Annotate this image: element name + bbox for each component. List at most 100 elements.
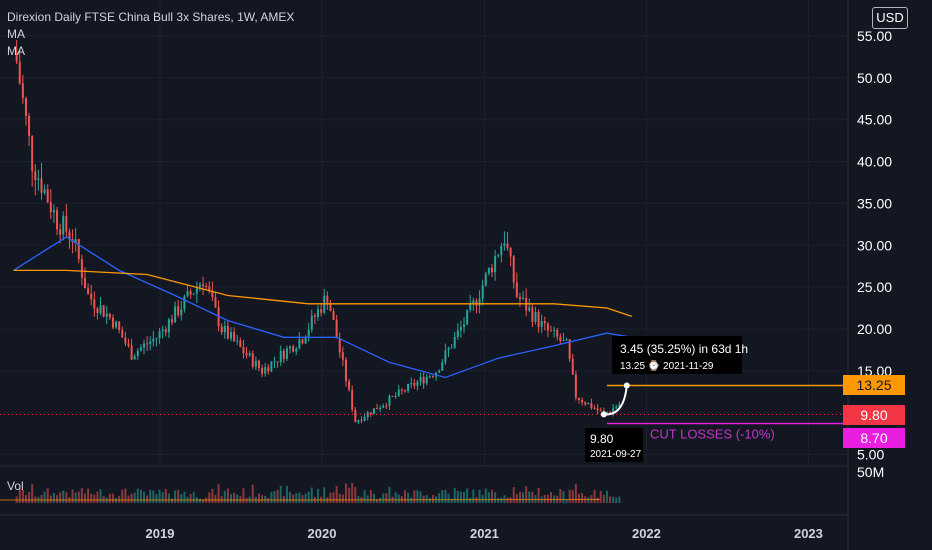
candle-body [121, 329, 124, 338]
candle-body [376, 408, 379, 410]
volume-bar [317, 488, 320, 503]
volume-bar [463, 492, 466, 503]
moving-average-line[interactable] [13, 236, 632, 379]
volume-bar [388, 486, 391, 503]
volume-tick-label: 50M [857, 464, 884, 480]
candle-body [571, 358, 574, 375]
volume-bar [264, 495, 267, 503]
candle-body [270, 361, 273, 372]
candle-body [599, 410, 602, 412]
volume-legend[interactable]: Vol [7, 479, 24, 493]
candle-body [391, 395, 394, 397]
volume-bar [99, 489, 102, 503]
volume-bar [80, 487, 83, 503]
candle-body [155, 338, 158, 340]
volume-bar [369, 489, 372, 503]
volume-bar [522, 492, 525, 503]
candle-body [37, 178, 40, 181]
candle-body [273, 361, 276, 363]
volume-bar [192, 492, 195, 503]
candle-body [310, 315, 313, 330]
volume-bar [223, 490, 226, 503]
candle-body [543, 321, 546, 324]
candle-body [466, 309, 469, 325]
candle-body [338, 338, 341, 353]
measure-start-point[interactable] [600, 411, 607, 418]
volume-bar [397, 494, 400, 503]
volume-bar [52, 493, 55, 503]
candle-body [149, 341, 152, 345]
measure-end-point[interactable] [623, 382, 630, 389]
measure-start-date: 2021-09-27 [590, 449, 642, 460]
candle-body [593, 407, 596, 409]
measure-start-box [585, 428, 643, 462]
candle-body [596, 408, 599, 411]
candle-body [500, 246, 503, 256]
candle-body [512, 256, 515, 283]
y-tick-label: 25.00 [857, 279, 892, 295]
candle-body [77, 239, 80, 260]
moving-average-line[interactable] [13, 269, 633, 318]
volume-bar [289, 492, 292, 503]
volume-bar [161, 492, 164, 503]
volume-bar [307, 491, 310, 503]
volume-bar [261, 495, 264, 503]
volume-bar [565, 499, 568, 503]
x-tick-label: 2019 [146, 526, 175, 541]
candle-body [320, 309, 323, 313]
volume-bar [121, 489, 124, 503]
volume-bar [416, 490, 419, 503]
volume-bar [170, 498, 173, 503]
volume-bar [407, 492, 410, 503]
volume-bar [295, 493, 298, 503]
ma-legend-1[interactable]: MA [7, 27, 25, 41]
candle-body [584, 402, 587, 405]
candle-body [205, 286, 208, 288]
candle-body [407, 383, 410, 392]
volume-bar [279, 485, 282, 503]
volume-bar [372, 493, 375, 503]
candle-body [326, 295, 329, 303]
candle-body [481, 285, 484, 299]
candle-body [230, 332, 233, 339]
candle-body [540, 321, 543, 328]
volume-bar [456, 490, 459, 503]
volume-bar [332, 492, 335, 503]
currency-button[interactable]: USD [872, 7, 908, 29]
volume-bar [444, 489, 447, 503]
volume-bar [568, 489, 571, 503]
volume-bar [376, 499, 379, 503]
volume-bar [413, 490, 416, 503]
volume-bar [56, 495, 59, 503]
volume-bar [87, 488, 90, 503]
candle-body [503, 243, 506, 247]
ma-legend-2[interactable]: MA [7, 44, 25, 58]
volume-bar [189, 493, 192, 503]
volume-bar [525, 486, 528, 503]
candle-body [537, 311, 540, 328]
candle-body [285, 348, 288, 359]
candle-body [344, 359, 347, 382]
volume-bar [497, 497, 500, 503]
y-tick-label: 45.00 [857, 112, 892, 128]
chart-title: Direxion Daily FTSE China Bull 3x Shares… [7, 10, 295, 24]
candle-body [143, 343, 146, 348]
volume-bar [612, 496, 615, 503]
volume-bar [605, 490, 608, 503]
candle-body [236, 340, 239, 342]
volume-bar [593, 489, 596, 503]
candle-body [46, 189, 49, 203]
candle-body [264, 367, 267, 374]
volume-bar [40, 494, 43, 503]
measure-arrow[interactable] [603, 385, 628, 416]
candle-body [425, 376, 428, 384]
volume-bar [236, 494, 239, 503]
candle-body [108, 313, 111, 318]
candle-body [463, 324, 466, 328]
candle-body [261, 368, 264, 374]
candle-body [444, 350, 447, 363]
volume-bar [49, 495, 52, 503]
volume-bar [487, 492, 490, 503]
volume-bar [130, 493, 133, 503]
